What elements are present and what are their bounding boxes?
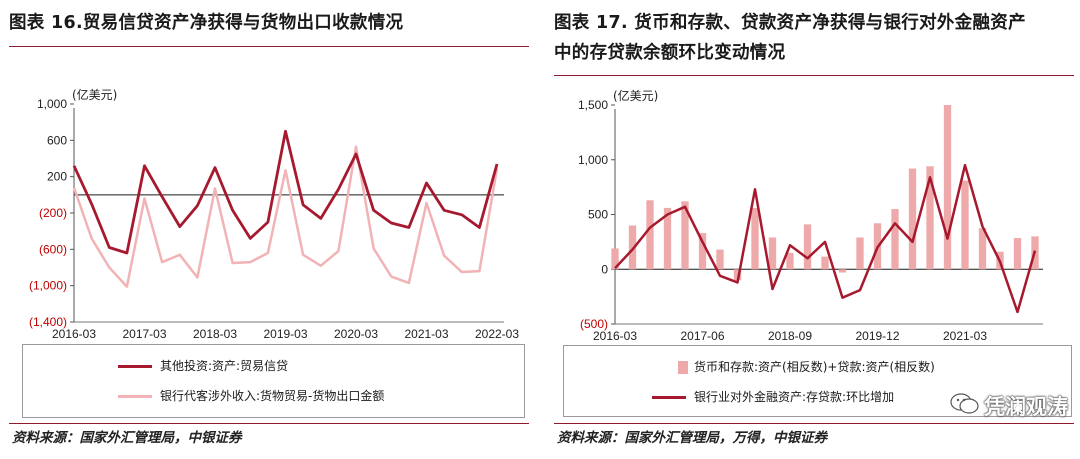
source-divider	[9, 423, 529, 424]
x-tick-label: 2016-03	[593, 329, 637, 343]
legend-swatch-light-pink	[118, 395, 152, 398]
source-divider	[554, 423, 1074, 424]
x-tick-label: 2019-03	[263, 327, 307, 341]
legend-swatch-dark-red	[652, 396, 686, 399]
series-line-1	[72, 129, 499, 255]
bar	[891, 209, 899, 270]
legend-label: 银行业对外金融资产:存贷款:环比增加	[694, 390, 895, 404]
x-tick-label: 2017-03	[122, 327, 166, 341]
title-divider	[9, 46, 529, 47]
bar	[611, 248, 619, 270]
bar	[1013, 238, 1022, 270]
bar	[978, 228, 987, 270]
x-tick-label: 2019-12	[855, 329, 899, 343]
x-tick-label: 2021-03	[404, 327, 448, 341]
bar	[751, 207, 759, 270]
unit-label: (亿美元)	[72, 87, 117, 102]
bar	[943, 105, 952, 270]
x-tick-label: 2018-09	[768, 329, 812, 343]
figure-17-title-line2: 中的存贷款余额环比变动情况	[554, 43, 786, 63]
figure-17-title-line1: 图表 17. 货币和存款、贷款资产净获得与银行对外金融资产	[554, 13, 1026, 33]
x-tick-label: 2017-06	[680, 329, 724, 343]
series-line-1	[614, 163, 1037, 314]
series-line-0	[72, 145, 499, 288]
x-tick-label: 2021-03	[943, 329, 987, 343]
y-tick-label: 200	[47, 170, 67, 184]
bar	[856, 237, 864, 270]
bar	[838, 269, 847, 273]
figure-16-panel: 图表 16.贸易信贷资产净获得与货物出口收款情况 (亿美元) 1,000 600 20…	[0, 0, 535, 459]
bar	[786, 252, 794, 270]
legend-item-export-receipts: 银行代客涉外收入:货物贸易-货物出口金额	[23, 385, 524, 407]
figure-17-panel: 图表 17. 货币和存款、贷款资产净获得与银行对外金融资产 中的存贷款余额环比变…	[545, 0, 1080, 459]
legend-label: 银行代客涉外收入:货物贸易-货物出口金额	[160, 389, 385, 403]
y-tick-label: (600)	[39, 242, 67, 256]
y-tick-label: (500)	[580, 317, 608, 331]
y-tick-label: (1,000)	[29, 279, 67, 293]
y-tick-label: 1,500	[578, 98, 608, 112]
bar	[681, 201, 689, 270]
x-tick-label: 2018-03	[193, 327, 237, 341]
unit-label: (亿美元)	[613, 88, 658, 103]
figure-17-source: 资料来源：国家外汇管理局，万得，中银证券	[557, 430, 827, 446]
legend-item-trade-credit: 其他投资:资产:贸易信贷	[23, 355, 524, 377]
bar	[926, 166, 934, 270]
legend-label: 货币和存款:资产(相反数)+贷款:资产(相反数)	[694, 360, 935, 374]
bar	[961, 180, 969, 270]
bar	[716, 249, 724, 270]
y-tick-label: 600	[47, 133, 67, 147]
figure-16-legend: 其他投资:资产:贸易信贷 银行代客涉外收入:货物贸易-货物出口金额	[22, 344, 525, 418]
y-tick-label: 1,000	[37, 97, 67, 111]
bar	[821, 256, 829, 270]
figure-17-legend: 货币和存款:资产(相反数)+贷款:资产(相反数) 银行业对外金融资产:存贷款:环…	[563, 345, 1072, 417]
x-tick-label: 2016-03	[52, 327, 96, 341]
y-tick-label: 1,000	[578, 153, 608, 167]
bar	[803, 224, 812, 270]
legend-swatch-dark-red	[118, 365, 152, 368]
bar	[908, 168, 917, 270]
y-tick-label: (200)	[39, 206, 67, 220]
bar	[768, 237, 777, 270]
figure-16-title: 图表 16.贸易信贷资产净获得与货物出口收款情况	[9, 13, 404, 33]
y-tick-label: (1,400)	[29, 315, 67, 329]
figure-16-chart: (亿美元) 1,000 600 200 (200) (600) (1,000) (1,400)…	[29, 87, 519, 341]
title-divider	[554, 75, 1074, 76]
legend-item-deposits-loans: 货币和存款:资产(相反数)+贷款:资产(相反数)	[564, 356, 1071, 378]
bar	[733, 269, 742, 281]
figure-17-chart: (亿美元) 1,500 1,000 500 0 (500)2016-03 2017-06 20…	[578, 88, 1043, 343]
watermark: 凭澜观涛	[950, 392, 1068, 422]
figure-16-source: 资料来源：国家外汇管理局，中银证券	[12, 430, 242, 446]
y-tick-label: 500	[588, 208, 608, 222]
legend-label: 其他投资:资产:贸易信贷	[160, 359, 289, 373]
wechat-icon	[950, 392, 980, 424]
y-tick-label: 0	[601, 262, 608, 276]
legend-item-bank-foreign-assets: 银行业对外金融资产:存贷款:环比增加	[564, 386, 1071, 408]
legend-swatch-pink-bar	[678, 361, 688, 374]
x-tick-label: 2022-03	[475, 327, 519, 341]
bar	[698, 233, 707, 270]
watermark-text: 凭澜观涛	[984, 395, 1068, 419]
bar	[646, 200, 654, 270]
bar	[663, 207, 672, 270]
bar	[628, 225, 637, 270]
figure-17-title: 图表 17. 货币和存款、贷款资产净获得与银行对外金融资产 中的存贷款余额环比变…	[554, 8, 1074, 68]
x-tick-label: 2020-03	[334, 327, 378, 341]
